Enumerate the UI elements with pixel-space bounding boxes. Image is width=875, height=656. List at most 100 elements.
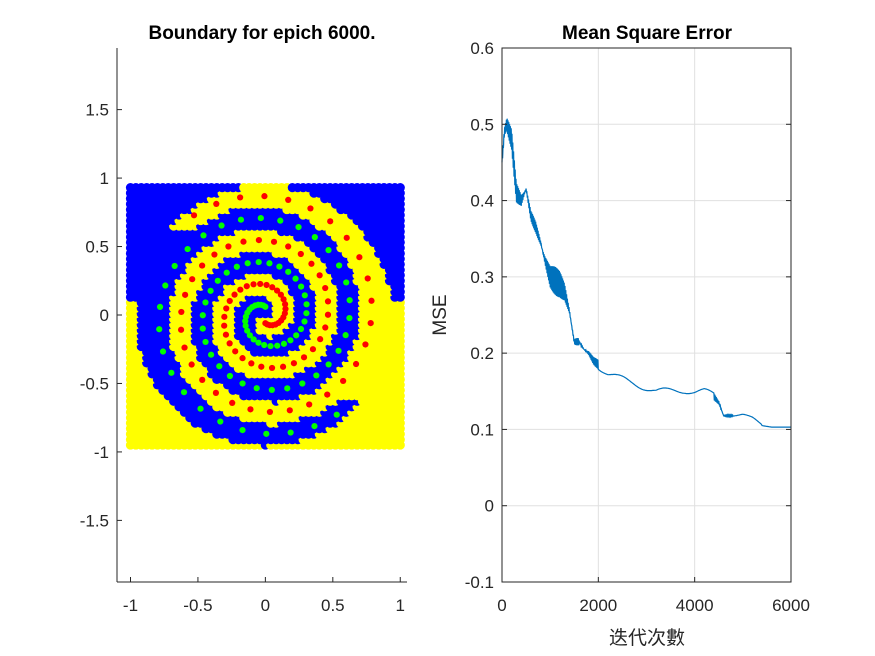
green-spiral-point [287, 337, 294, 344]
green-spiral-point [216, 363, 223, 370]
red-spiral-point [269, 284, 276, 291]
red-spiral-point [177, 326, 185, 333]
left-y-tick-label: 1.5 [85, 101, 109, 120]
green-spiral-point [244, 260, 251, 267]
red-spiral-point [222, 331, 230, 338]
green-spiral-point [255, 258, 262, 266]
mse-series-line [501, 118, 791, 428]
green-spiral-point [171, 262, 178, 270]
red-spiral-point [261, 193, 268, 200]
green-spiral-point [159, 348, 167, 355]
green-spiral-point [257, 214, 264, 222]
green-spiral-point [214, 277, 221, 284]
right-y-tick-label: 0 [485, 497, 494, 516]
red-spiral-point [280, 296, 287, 303]
red-spiral-point [188, 361, 195, 368]
red-spiral-point [199, 262, 206, 269]
red-spiral-point [237, 286, 244, 293]
right-x-tick-label: 6000 [772, 596, 810, 615]
green-spiral-point [200, 232, 207, 239]
left-y-tick-label: -1 [94, 443, 109, 462]
green-spiral-point [285, 268, 292, 275]
red-spiral-point [248, 360, 255, 367]
red-spiral-point [181, 344, 188, 351]
left-y-tick-label: 0.5 [85, 238, 109, 257]
red-spiral-point [243, 283, 250, 290]
red-spiral-point [225, 243, 232, 250]
red-spiral-point [255, 237, 263, 244]
right-x-ticks: 0 2000 4000 6000 [497, 577, 810, 615]
red-spiral-point [182, 291, 189, 298]
red-spiral-point [324, 391, 331, 398]
right-x-tick-label: 2000 [579, 596, 617, 615]
red-spiral-point [273, 287, 281, 294]
green-spiral-point [217, 418, 224, 425]
red-spiral-point [221, 313, 228, 320]
red-spiral-point [322, 324, 329, 331]
green-spiral-point [242, 318, 249, 325]
green-spiral-point [255, 339, 262, 346]
red-spiral-point [306, 401, 313, 408]
left-y-tick-label: -0.5 [80, 374, 109, 393]
left-x-tick-label: -0.5 [183, 596, 212, 615]
green-spiral-point [313, 372, 320, 379]
red-spiral-point [232, 348, 239, 355]
green-spiral-point [325, 247, 332, 254]
left-x-tick-label: 0 [261, 596, 270, 615]
green-spiral-point [280, 340, 288, 347]
green-spiral-point [277, 217, 284, 224]
red-spiral-point [340, 377, 347, 385]
green-spiral-point [156, 303, 164, 311]
red-spiral-point [309, 346, 317, 353]
green-spiral-point [267, 342, 274, 350]
green-spiral-point [184, 245, 191, 253]
red-spiral-point [270, 238, 278, 245]
decision-region-dots [125, 183, 405, 450]
red-spiral-point [189, 276, 196, 283]
red-spiral-point [307, 205, 314, 212]
left-chart-title: Boundary for epich 6000. [148, 23, 375, 44]
green-spiral-point [237, 216, 245, 223]
green-spiral-point [180, 389, 188, 396]
red-spiral-point [327, 218, 334, 225]
green-spiral-point [250, 336, 257, 343]
red-spiral-point [279, 363, 287, 370]
green-spiral-point [284, 385, 291, 392]
green-spiral-point [156, 326, 163, 333]
green-spiral-point [336, 262, 343, 269]
red-spiral-point [281, 301, 289, 308]
green-spiral-point [325, 361, 332, 368]
red-spiral-point [211, 251, 218, 258]
red-spiral-point [213, 200, 220, 207]
red-spiral-point [257, 280, 264, 288]
green-spiral-point [266, 260, 273, 267]
red-spiral-point [316, 272, 323, 279]
red-spiral-point [297, 250, 304, 258]
red-spiral-point [239, 355, 246, 362]
red-spiral-point [300, 354, 308, 361]
green-spiral-point [253, 385, 260, 392]
green-spiral-point [239, 426, 246, 434]
green-spiral-point [343, 279, 350, 286]
left-y-tick-label: 1 [100, 169, 109, 188]
red-spiral-point [258, 363, 265, 370]
green-spiral-point [242, 322, 249, 329]
green-spiral-point [274, 342, 281, 349]
green-spiral-point [239, 380, 246, 387]
green-spiral-point [168, 369, 175, 376]
red-spiral-point [322, 284, 329, 292]
red-spiral-point [368, 297, 375, 304]
green-spiral-point [202, 338, 209, 346]
red-spiral-point [226, 297, 233, 305]
red-spiral-point [324, 311, 332, 318]
red-spiral-point [237, 194, 244, 201]
green-spiral-point [218, 222, 225, 229]
red-spiral-point [268, 364, 276, 372]
red-spiral-point [285, 243, 292, 250]
green-spiral-point [346, 297, 353, 304]
right-y-tick-label: 0.1 [470, 420, 494, 439]
green-spiral-point [197, 405, 204, 412]
red-spiral-point [221, 322, 228, 329]
green-spiral-point [301, 318, 308, 325]
left-y-tick-label: -1.5 [80, 511, 109, 530]
